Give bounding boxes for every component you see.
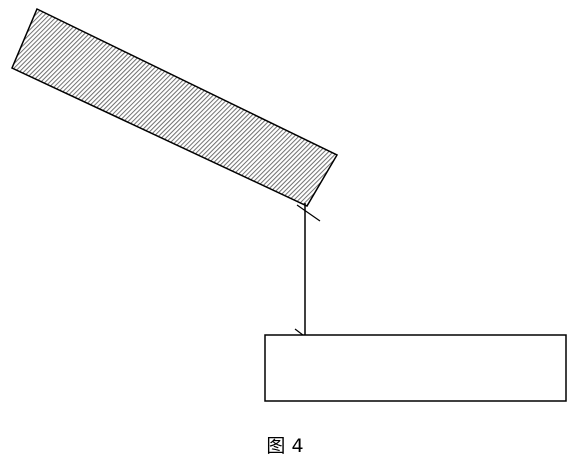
tilted-hatched-block: [11, 7, 339, 207]
horizontal-block: [264, 334, 567, 402]
upper-attachment-mark: [296, 204, 321, 222]
figure-caption: 图 4: [266, 435, 303, 457]
